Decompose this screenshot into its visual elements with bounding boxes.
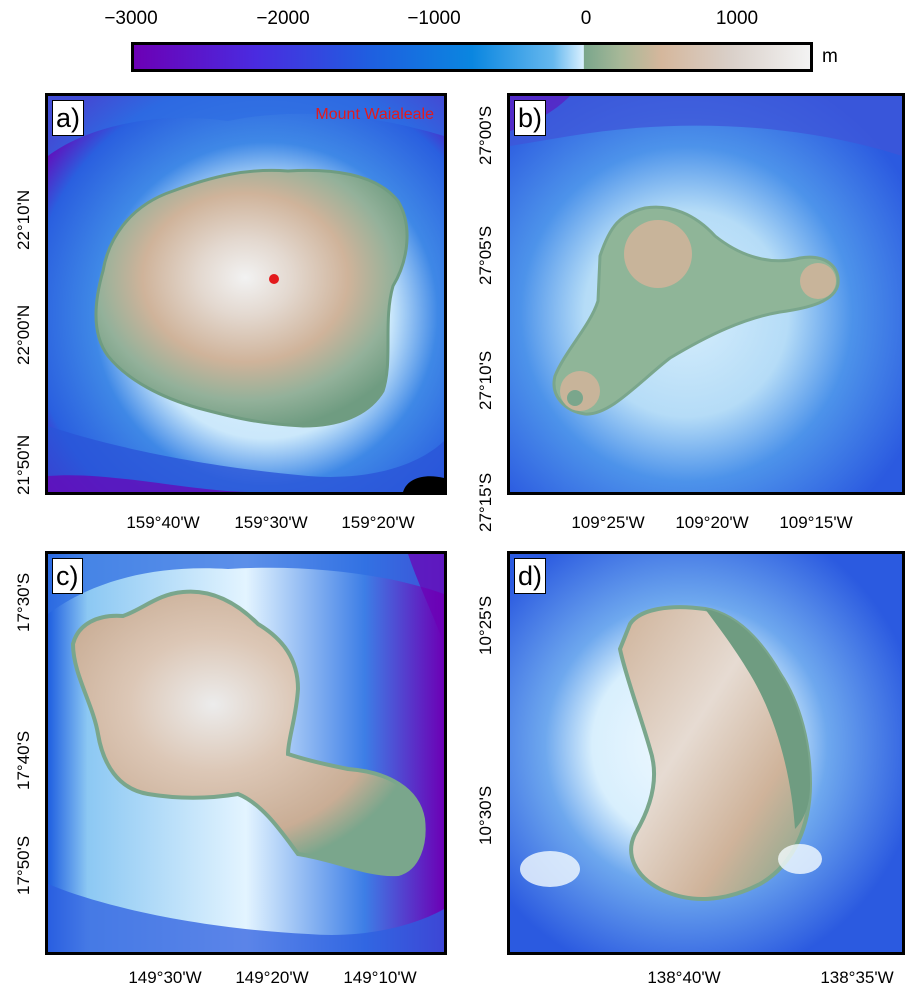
- colorbar-tick-label: 1000: [715, 8, 759, 29]
- panel-b-x-tick-label: 109°15'W: [779, 513, 853, 532]
- panel-c-y-tick-label: 17°40'S: [14, 730, 33, 790]
- panel-c-x-tick-label: 149°30'W: [128, 968, 202, 987]
- panel-a-y-tick-label: 21°50'N: [14, 434, 33, 495]
- map-panel-a: a) Mount Waialeale: [45, 93, 447, 495]
- panel-d-x-tick-label: 138°35'W: [820, 968, 894, 987]
- colorbar-unit: m: [822, 46, 838, 67]
- map-d-relief: [510, 554, 902, 952]
- panel-c-x-tick-label: 149°20'W: [235, 968, 309, 987]
- panel-b-y-tick-label: 27°00'S: [476, 105, 495, 165]
- panel-b-y-tick-label: 27°10'S: [476, 350, 495, 410]
- panel-a-x-tick-label: 159°30'W: [234, 513, 308, 532]
- panel-a-y-tick-label: 22°00'N: [14, 304, 33, 365]
- panel-b-x-tick-label: 109°25'W: [571, 513, 645, 532]
- colorbar-tick-label: −2000: [256, 8, 310, 29]
- map-a-relief: [48, 96, 444, 492]
- panel-letter-d: d): [514, 558, 547, 594]
- panel-d-x-tick-label: 138°40'W: [647, 968, 721, 987]
- panel-c-y-tick-label: 17°50'S: [14, 835, 33, 895]
- panel-b-y-tick-label: 27°15'S: [476, 472, 495, 532]
- panel-a-y-tick-label: 22°10'N: [14, 189, 33, 250]
- map-panel-c: c): [45, 551, 447, 955]
- panel-d-y-tick-label: 10°30'S: [476, 785, 495, 845]
- panel-a-x-tick-label: 159°20'W: [341, 513, 415, 532]
- map-panel-d: d): [507, 551, 905, 955]
- mount-waialeale-marker: [269, 274, 279, 284]
- map-b-relief: [510, 96, 902, 492]
- colorbar-tick-label: −1000: [407, 8, 461, 29]
- colorbar-tick-label: −3000: [104, 8, 158, 29]
- colorbar-gradient: [131, 42, 813, 72]
- panel-c-x-tick-label: 149°10'W: [343, 968, 417, 987]
- place-label-mount-waialeale: Mount Waialeale: [315, 106, 434, 123]
- panel-d-y-tick-label: 10°25'S: [476, 595, 495, 655]
- panel-letter-b: b): [514, 100, 547, 136]
- panel-c-y-tick-label: 17°30'S: [14, 572, 33, 632]
- panel-letter-a: a): [52, 100, 85, 136]
- panel-b-x-tick-label: 109°20'W: [675, 513, 749, 532]
- panel-a-x-tick-label: 159°40'W: [126, 513, 200, 532]
- map-panel-b: b): [507, 93, 905, 495]
- panel-b-y-tick-label: 27°05'S: [476, 225, 495, 285]
- panel-letter-c: c): [52, 558, 83, 594]
- map-c-relief: [48, 554, 444, 952]
- colorbar-tick-label: 0: [580, 8, 592, 29]
